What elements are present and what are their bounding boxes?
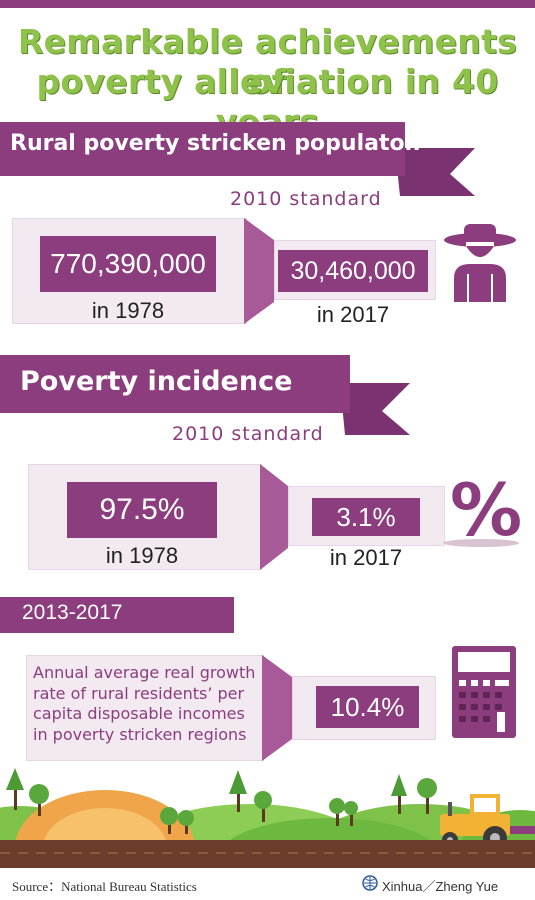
section1-title: Rural poverty stricken populaton	[10, 131, 421, 156]
section3-value: 10.4%	[316, 686, 419, 728]
section3-description: Annual average real growth rate of rural…	[33, 663, 256, 744]
calculator-icon	[452, 646, 516, 738]
ground-pattern	[0, 852, 535, 854]
author-credit: Xinhua／Zheng Yue	[382, 879, 499, 894]
xinhua-logo-icon	[362, 875, 378, 891]
section2-value-2017: 3.1%	[312, 498, 420, 536]
section2-label-1978: in 1978	[105, 543, 179, 568]
section3-panel	[26, 655, 264, 761]
section1-arrow	[244, 218, 274, 324]
landscape-illustration	[0, 768, 535, 850]
section1-value-1978: 770,390,000	[40, 236, 216, 292]
section1-label-1978: in 1978	[91, 298, 165, 323]
section2-standard: 2010 standard	[172, 423, 324, 445]
top-bar	[0, 0, 535, 8]
section3-banner	[0, 597, 234, 633]
section2-title: Poverty incidence	[20, 366, 293, 397]
section1-standard: 2010 standard	[230, 188, 382, 210]
section3-period: 2013-2017	[22, 601, 123, 624]
percent-icon-shadow	[443, 539, 519, 547]
section2-arrow	[260, 464, 288, 570]
source-credit: Source：National Bureau Statistics	[12, 879, 197, 894]
section1-banner-ribbon	[0, 122, 475, 196]
section2-label-2017: in 2017	[329, 545, 403, 570]
ground-strip	[0, 840, 535, 868]
page-title-line1: Remarkable achievements of	[17, 22, 518, 101]
percent-icon: %	[450, 468, 523, 552]
section1-label-2017: in 2017	[316, 302, 390, 327]
section3-arrow	[262, 655, 292, 761]
section1-value-2017: 30,460,000	[278, 250, 428, 292]
section2-banner-ribbon	[0, 355, 410, 435]
section2-value-1978: 97.5%	[67, 482, 217, 538]
farmer-icon	[444, 224, 516, 302]
